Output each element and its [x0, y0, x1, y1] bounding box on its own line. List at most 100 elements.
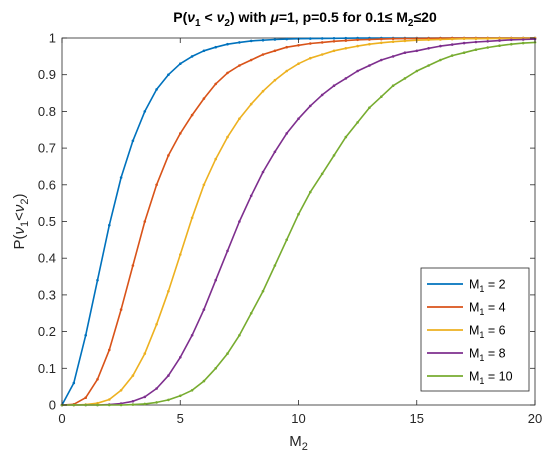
- data-point: [521, 41, 525, 45]
- y-tick-label: 0.3: [38, 287, 56, 302]
- data-point: [214, 82, 217, 86]
- data-point: [167, 398, 170, 402]
- data-point: [108, 223, 111, 227]
- data-point: [214, 278, 217, 282]
- data-point: [214, 367, 217, 370]
- data-point: [167, 73, 170, 76]
- data-point: [261, 289, 265, 293]
- data-point: [368, 42, 371, 46]
- data-point: [143, 352, 147, 355]
- data-point: [167, 289, 170, 293]
- ticks-layer: 0 5 10 15 20 0 0.1 0.2 0.3 0.4 0.5 0.6 0.7 0.8 0.9 1: [38, 31, 542, 427]
- legend-entry: M1 = 2: [427, 278, 506, 294]
- text-part: ν: [187, 9, 195, 25]
- text-part: 2: [224, 18, 230, 29]
- data-point: [391, 37, 395, 40]
- data-point: [309, 104, 312, 108]
- y-tick-label: 0.5: [38, 214, 56, 229]
- data-point: [285, 132, 289, 135]
- x-tick-label: 20: [528, 411, 542, 426]
- data-point: [202, 379, 206, 383]
- data-point: [403, 39, 407, 43]
- data-point: [344, 135, 348, 139]
- text-part: =1, p=0.5 for 0.1≤ M: [279, 9, 408, 25]
- data-point: [155, 88, 158, 91]
- data-point: [214, 157, 217, 161]
- text-part: = 6: [484, 324, 505, 338]
- data-point: [320, 93, 324, 97]
- data-point: [356, 44, 359, 48]
- legend: M1 = 2M1 = 4M1 = 6M1 = 8M1 = 10: [420, 267, 530, 392]
- data-point: [486, 40, 490, 43]
- data-point: [167, 154, 170, 157]
- x-tick-label: 0: [58, 411, 65, 426]
- data-point: [332, 154, 336, 157]
- text-part: M: [469, 301, 479, 315]
- data-point: [356, 69, 359, 73]
- data-point: [190, 113, 194, 117]
- data-point: [356, 38, 359, 42]
- data-point: [214, 45, 217, 49]
- data-point: [403, 77, 407, 80]
- data-point: [462, 41, 466, 45]
- data-point: [439, 38, 442, 41]
- text-part: 2: [302, 441, 308, 453]
- data-point: [143, 402, 147, 406]
- chart-title: P(ν1 < ν2) with μ=1, p=0.5 for 0.1≤ M2≤2…: [173, 9, 437, 29]
- y-tick-label: 0: [49, 398, 56, 413]
- data-point: [202, 97, 206, 100]
- data-point: [226, 71, 229, 75]
- text-part: <: [11, 212, 28, 221]
- data-point: [238, 334, 241, 337]
- data-point: [96, 378, 99, 381]
- data-point: [119, 389, 123, 392]
- text-part: μ: [269, 9, 279, 25]
- data-point: [380, 37, 383, 41]
- legend-label: M1 = 4: [469, 301, 506, 318]
- data-point: [261, 38, 265, 42]
- data-point: [368, 64, 371, 67]
- data-point: [179, 356, 182, 359]
- data-point: [190, 216, 194, 220]
- y-tick-label: 0.9: [38, 67, 56, 82]
- data-point: [249, 312, 253, 315]
- data-point: [261, 53, 265, 56]
- text-part: 1: [19, 221, 31, 227]
- data-point: [285, 37, 289, 41]
- data-point: [297, 117, 300, 120]
- data-point: [427, 47, 430, 50]
- y-tick-label: 0.7: [38, 141, 56, 156]
- y-axis-label: P(ν1<ν2): [11, 193, 31, 249]
- text-part: 2: [408, 18, 414, 29]
- data-point: [391, 55, 395, 58]
- data-point: [356, 121, 359, 124]
- data-point: [96, 401, 99, 405]
- data-point: [344, 36, 348, 40]
- data-point: [297, 62, 300, 65]
- legend-entry: M1 = 4: [427, 301, 506, 318]
- data-point: [320, 172, 324, 176]
- x-tick-label: 10: [291, 411, 305, 426]
- data-point: [368, 38, 371, 41]
- data-point: [190, 55, 194, 58]
- data-point: [119, 176, 123, 179]
- data-point: [84, 396, 87, 400]
- text-part: M: [469, 347, 479, 361]
- data-point: [238, 117, 241, 120]
- text-part: 1: [195, 18, 201, 29]
- data-point: [249, 194, 253, 198]
- data-point: [403, 37, 407, 40]
- data-point: [462, 51, 466, 54]
- data-point: [108, 403, 111, 407]
- data-point: [510, 42, 513, 46]
- data-point: [391, 84, 395, 87]
- text-part: 1: [479, 330, 484, 340]
- data-point: [202, 308, 206, 311]
- data-point: [486, 46, 490, 49]
- data-point: [238, 41, 241, 44]
- data-point: [155, 387, 158, 390]
- data-point: [96, 278, 99, 282]
- data-point: [72, 381, 76, 385]
- data-point: [119, 403, 123, 407]
- legend-label: M1 = 8: [469, 347, 506, 364]
